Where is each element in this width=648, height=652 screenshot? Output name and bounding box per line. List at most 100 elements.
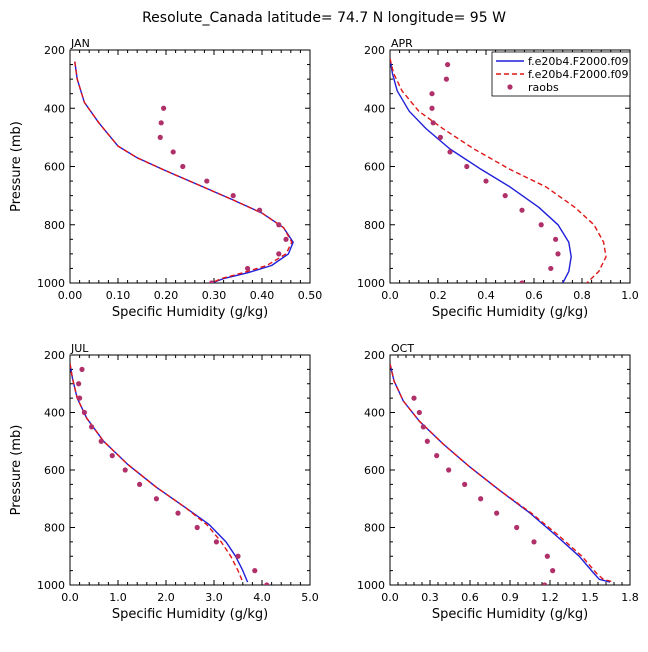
panel-month-label: JAN — [70, 37, 90, 50]
x-tick-label: 0.20 — [154, 289, 179, 302]
y-tick-label: 600 — [44, 161, 65, 174]
x-tick-label: 4.0 — [253, 591, 271, 604]
raobs-point — [424, 438, 430, 444]
raobs-point — [514, 524, 520, 531]
model-line-solid — [390, 363, 611, 583]
plot-data — [74, 61, 294, 283]
raobs-point — [283, 236, 289, 242]
raobs-point — [447, 149, 453, 155]
x-tick-label: 0.00 — [58, 289, 83, 302]
raobs-point — [478, 496, 484, 502]
x-tick-label: 5.0 — [301, 591, 319, 604]
raobs-point — [276, 251, 282, 257]
raobs-point — [153, 496, 159, 502]
x-tick-label: 0.6 — [525, 289, 543, 302]
model-line-dashed — [74, 61, 293, 283]
x-tick-label: 1.2 — [541, 591, 559, 604]
raobs-point — [411, 395, 417, 401]
raobs-point — [416, 409, 422, 416]
x-tick-label: 3.0 — [205, 591, 223, 604]
y-axis-label: Pressure (mb) — [9, 425, 24, 516]
x-tick-label: 0.30 — [202, 289, 227, 302]
raobs-point — [544, 553, 550, 559]
raobs-point — [77, 395, 83, 401]
legend-label: raobs — [528, 81, 559, 94]
raobs-point — [553, 236, 559, 242]
raobs-point — [89, 424, 95, 430]
panel-month-label: JUL — [70, 342, 89, 355]
raobs-point — [462, 481, 468, 487]
panel-month-label: APR — [391, 37, 413, 50]
y-tick-label: 1000 — [37, 277, 65, 290]
raobs-point — [175, 510, 181, 516]
x-tick-label: 2.0 — [157, 591, 175, 604]
raobs-point — [443, 76, 449, 82]
y-tick-label: 400 — [364, 407, 385, 420]
raobs-point — [429, 91, 435, 97]
y-axis-label: Pressure (mb) — [9, 121, 24, 212]
x-axis-label: Specific Humidity (g/kg) — [432, 305, 588, 320]
chart-panel-jan: 0.00 0.10 0.20 0.30 0.40 0.50 200 400 600 800 1000… — [9, 37, 322, 320]
y-tick-label: 800 — [44, 219, 65, 232]
raobs-point — [230, 193, 236, 199]
raobs-point — [137, 481, 143, 487]
x-tick-label: 0.50 — [298, 289, 323, 302]
y-tick-label: 200 — [364, 349, 385, 362]
raobs-point — [257, 207, 263, 213]
raobs-point — [161, 105, 167, 111]
raobs-point — [194, 524, 200, 531]
raobs-point — [170, 149, 176, 155]
raobs-point — [531, 539, 537, 545]
raobs-point — [430, 120, 436, 126]
legend-marker-raobs — [507, 84, 513, 90]
model-line-solid — [74, 61, 294, 283]
raobs-point — [437, 134, 443, 140]
raobs-point — [276, 222, 282, 228]
chart-panel-oct: 0.0 0.3 0.6 0.9 1.2 1.5 1.8 200 400 600 800 1000 OCT… — [357, 342, 639, 622]
x-tick-label: 0.0 — [381, 591, 399, 604]
x-tick-label: 1.0 — [621, 289, 639, 302]
x-tick-label: 1.0 — [109, 591, 127, 604]
model-line-dashed — [390, 363, 615, 583]
y-tick-label: 1000 — [357, 579, 385, 592]
x-tick-label: 0.0 — [381, 289, 399, 302]
x-axis-label: Specific Humidity (g/kg) — [112, 607, 268, 622]
x-tick-label: 0.0 — [61, 591, 79, 604]
raobs-point — [548, 265, 554, 272]
raobs-point — [180, 163, 186, 170]
x-tick-label: 0.3 — [421, 591, 439, 604]
figure-title: Resolute_Canada latitude= 74.7 N longitu… — [142, 10, 506, 26]
y-tick-label: 600 — [364, 464, 385, 477]
x-axis-label: Specific Humidity (g/kg) — [112, 305, 268, 320]
plot-data — [70, 363, 270, 585]
y-tick-label: 600 — [44, 464, 65, 477]
y-tick-label: 400 — [44, 407, 65, 420]
raobs-point — [122, 467, 128, 473]
raobs-point — [204, 178, 210, 184]
raobs-point — [252, 568, 258, 574]
x-tick-label: 0.10 — [106, 289, 131, 302]
plot-frame — [69, 354, 311, 586]
raobs-point — [483, 178, 489, 184]
raobs-point — [519, 280, 525, 283]
y-tick-label: 200 — [44, 349, 65, 362]
chart-panel-apr: 0.0 0.2 0.4 0.6 0.8 1.0 200 400 600 800 1000 APR Spe… — [357, 37, 639, 320]
y-tick-label: 200 — [364, 44, 385, 57]
y-tick-label: 800 — [364, 219, 385, 232]
y-tick-label: 400 — [44, 102, 65, 115]
raobs-point — [494, 510, 500, 516]
y-tick-label: 200 — [44, 44, 65, 57]
y-tick-label: 1000 — [37, 579, 65, 592]
plot-data — [390, 363, 615, 585]
raobs-point — [434, 453, 440, 459]
y-tick-label: 1000 — [357, 277, 385, 290]
raobs-point — [79, 366, 85, 372]
x-tick-label: 0.4 — [477, 289, 495, 302]
chart-panel-jul: 0.0 1.0 2.0 3.0 4.0 5.0 200 400 600 800 1000 JUL Spe… — [9, 342, 319, 622]
x-tick-label: 1.5 — [581, 591, 599, 604]
raobs-point — [550, 568, 556, 574]
model-line-solid — [70, 363, 249, 583]
